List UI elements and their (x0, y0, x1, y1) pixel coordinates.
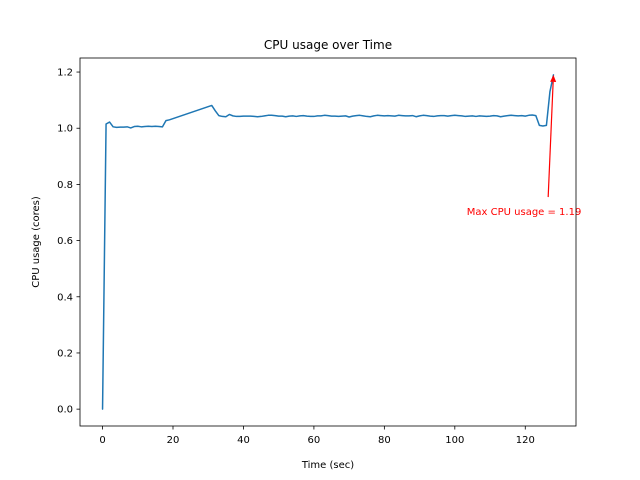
y-tick-label: 0.6 (57, 236, 73, 247)
x-axis-label: Time (sec) (301, 460, 354, 471)
y-tick-label: 1.0 (57, 124, 73, 135)
x-axis-ticks: 0 20 40 60 80 100 120 (99, 426, 535, 446)
y-tick-label: 0.2 (57, 348, 73, 359)
y-tick-label: 0.8 (57, 180, 73, 191)
annotation-layer: Max CPU usage = 1.19 (467, 74, 582, 218)
y-tick-label: 0.4 (57, 292, 73, 303)
y-axis-label: CPU usage (cores) (31, 196, 42, 288)
series-layer (101, 74, 555, 410)
chart-title: CPU usage over Time (264, 38, 392, 52)
x-tick-label: 20 (167, 435, 180, 446)
plot-area: 0 20 40 60 80 100 120 0.0 0.2 0.4 0.6 0.8 1.0 1.2 Ma… (57, 57, 582, 446)
y-tick-label: 0.0 (57, 405, 73, 416)
annotation-arrow-shaft (547, 81, 554, 198)
x-tick-label: 60 (308, 435, 321, 446)
x-tick-label: 120 (516, 435, 535, 446)
axes-frame (79, 57, 577, 427)
max-cpu-annotation: Max CPU usage = 1.19 (467, 207, 582, 218)
cpu-usage-line (101, 74, 555, 410)
x-tick-label: 40 (237, 435, 250, 446)
x-tick-label: 100 (445, 435, 464, 446)
x-tick-label: 0 (99, 435, 105, 446)
y-tick-label: 1.2 (57, 68, 73, 79)
x-tick-label: 80 (378, 435, 391, 446)
annotation-arrow-head (550, 74, 557, 82)
y-axis-ticks: 0.0 0.2 0.4 0.6 0.8 1.0 1.2 (57, 68, 80, 416)
